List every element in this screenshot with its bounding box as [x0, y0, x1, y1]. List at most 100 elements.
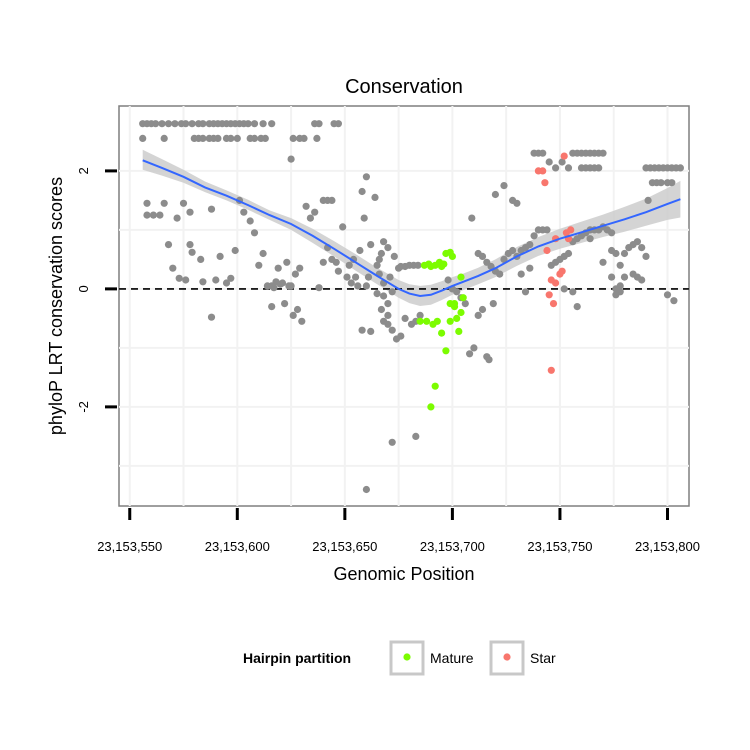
point-other-267: [663, 291, 672, 299]
y-tick-label-0: -2: [76, 401, 91, 413]
point-other-85: [268, 303, 276, 311]
point-other-232: [586, 235, 594, 243]
point-other-30: [160, 134, 168, 142]
point-other-64: [207, 205, 216, 213]
point-other-135: [386, 273, 394, 281]
point-mature-7: [440, 260, 448, 268]
point-other-54: [173, 214, 181, 222]
point-other-66: [216, 252, 224, 260]
point-other-48: [143, 199, 151, 207]
point-other-126: [367, 327, 375, 335]
point-other-162: [466, 350, 474, 358]
point-other-6: [171, 120, 179, 128]
smooth-line: [142, 159, 681, 298]
point-other-230: [569, 288, 577, 296]
point-other-189: [526, 241, 534, 249]
point-other-266: [676, 164, 685, 172]
point-other-60: [175, 274, 183, 282]
point-other-89: [285, 282, 293, 290]
point-star-6: [549, 300, 558, 308]
point-other-88: [281, 300, 289, 308]
point-mature-18: [453, 314, 461, 322]
point-other-255: [657, 179, 665, 187]
point-star-4: [545, 291, 553, 299]
point-other-143: [380, 238, 388, 246]
point-other-142: [414, 261, 422, 269]
point-other-97: [311, 208, 319, 216]
point-other-22: [250, 120, 259, 128]
point-other-26: [315, 120, 323, 128]
point-mature-23: [457, 273, 465, 281]
point-other-78: [270, 284, 278, 292]
point-other-109: [345, 261, 353, 269]
x-tick-label-1: 23,153,600: [205, 539, 270, 554]
point-other-8: [182, 120, 190, 128]
point-other-71: [240, 208, 248, 216]
point-other-110: [347, 279, 355, 287]
point-other-52: [156, 211, 164, 219]
legend-title: Hairpin partition: [243, 650, 351, 666]
point-mature-15: [442, 347, 450, 355]
points-layer: [139, 120, 685, 494]
point-other-184: [500, 182, 508, 190]
point-other-4: [158, 120, 166, 128]
point-other-118: [364, 273, 373, 281]
point-other-72: [246, 217, 254, 225]
point-star-13: [567, 226, 575, 234]
point-star-1: [539, 167, 547, 175]
point-other-159: [453, 288, 461, 296]
point-other-246: [612, 291, 620, 299]
point-other-199: [558, 158, 566, 166]
legend-item-mature: Mature: [389, 640, 474, 676]
x-tick-label-5: 23,153,800: [635, 539, 700, 554]
point-other-3: [152, 120, 160, 128]
point-other-102: [319, 258, 327, 266]
point-mature-22: [450, 300, 459, 308]
point-other-73: [250, 229, 259, 237]
point-other-168: [489, 300, 497, 308]
point-other-92: [298, 317, 306, 325]
x-tick-label-0: 23,153,550: [97, 539, 162, 554]
point-other-151: [416, 311, 424, 319]
chart-title: Conservation: [345, 76, 463, 98]
point-other-23: [259, 120, 267, 128]
legend-label-star: Star: [530, 650, 556, 666]
point-other-28: [334, 120, 342, 128]
series-other: [139, 120, 685, 494]
point-other-164: [474, 311, 482, 319]
point-other-46: [300, 134, 308, 142]
point-other-125: [358, 326, 366, 334]
point-star-15: [547, 366, 555, 374]
point-other-121: [373, 261, 381, 269]
point-other-36: [214, 134, 222, 142]
legend-item-star: Star: [489, 640, 556, 676]
point-other-81: [283, 258, 291, 266]
point-other-157: [444, 276, 452, 284]
point-other-242: [642, 252, 650, 260]
legend-label-mature: Mature: [430, 650, 474, 666]
point-other-186: [513, 199, 521, 207]
point-other-43: [261, 134, 269, 142]
point-other-74: [255, 261, 263, 269]
point-other-128: [377, 305, 385, 314]
point-mature-26: [446, 317, 454, 325]
point-other-59: [169, 264, 177, 272]
point-other-69: [231, 246, 239, 255]
point-other-79: [274, 264, 282, 272]
point-other-122: [375, 255, 383, 263]
point-other-233: [599, 258, 607, 266]
point-other-51: [149, 211, 157, 219]
legend: Hairpin partition Mature Star: [243, 640, 556, 676]
point-other-38: [227, 134, 235, 142]
point-other-200: [564, 164, 573, 172]
point-other-148: [401, 314, 409, 322]
point-star-8: [552, 279, 560, 287]
point-other-93: [287, 155, 295, 163]
point-mature-0: [416, 317, 424, 325]
point-other-112: [352, 273, 360, 281]
point-other-144: [384, 244, 392, 252]
point-other-94: [207, 313, 216, 321]
point-other-147: [397, 332, 405, 340]
point-other-105: [332, 258, 340, 266]
point-other-83: [291, 270, 299, 278]
